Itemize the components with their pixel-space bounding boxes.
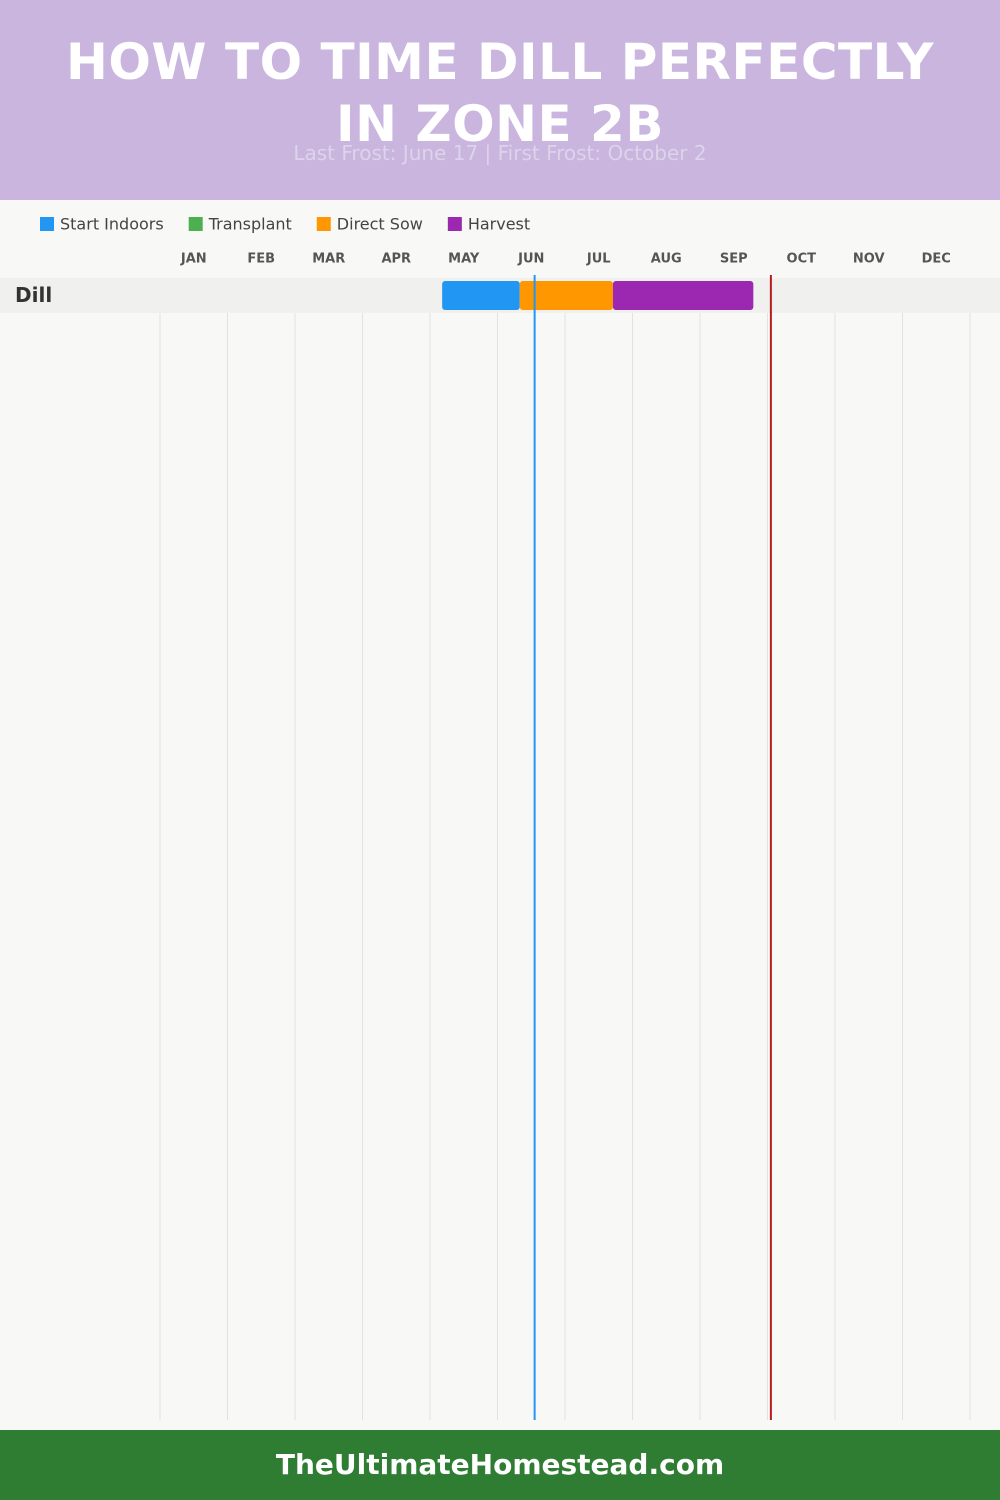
legend-label: Transplant xyxy=(208,215,292,234)
footer: TheUltimateHomestead.com xyxy=(0,1430,1000,1500)
x-tick-label: SEP xyxy=(720,252,748,267)
range-bar xyxy=(442,281,520,310)
x-tick-label: FEB xyxy=(247,252,275,267)
x-tick-label: AUG xyxy=(651,252,682,267)
x-tick-label: JAN xyxy=(180,252,207,267)
legend-swatch xyxy=(40,217,54,231)
range-bar xyxy=(519,281,613,310)
legend-label: Start Indoors xyxy=(60,215,164,234)
x-tick-label: DEC xyxy=(922,252,951,267)
chart-subtitle: Last Frost: June 17 | First Frost: Octob… xyxy=(293,141,707,165)
legend-label: Direct Sow xyxy=(337,215,423,234)
x-tick-label: JUL xyxy=(586,252,611,267)
legend-swatch xyxy=(316,217,331,231)
header: HOW TO TIME DILL PERFECTLY IN ZONE 2B La… xyxy=(0,0,1000,200)
chart: Start Indoors Transplant Direct Sow Harvest… xyxy=(0,215,1000,1420)
x-tick-label: NOV xyxy=(853,252,885,267)
legend-swatch xyxy=(447,217,462,231)
x-tick-label: MAY xyxy=(448,252,480,267)
legend-label: Harvest xyxy=(468,215,530,234)
x-tick-label: JUN xyxy=(517,252,544,267)
chart-title: HOW TO TIME DILL PERFECTLY IN ZONE 2B xyxy=(66,33,934,153)
row-label: Dill xyxy=(15,283,52,307)
legend-swatch xyxy=(188,217,203,231)
x-tick-label: OCT xyxy=(787,252,817,267)
x-tick-label: MAR xyxy=(312,252,345,267)
range-bar xyxy=(612,281,754,310)
x-tick-label: APR xyxy=(381,252,411,267)
